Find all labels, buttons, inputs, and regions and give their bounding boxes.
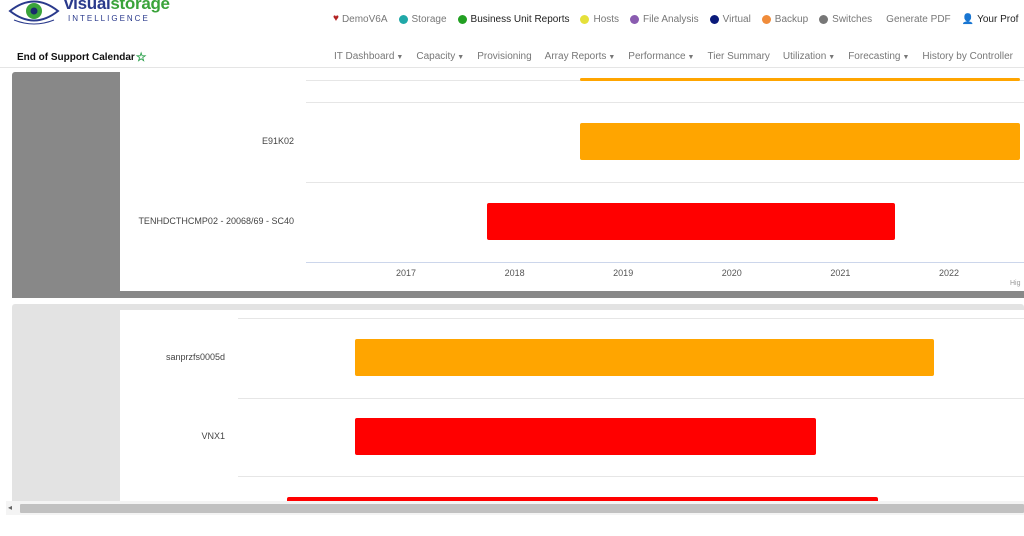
favorite-star-icon[interactable]: ☆ bbox=[135, 50, 147, 64]
scroll-left-arrow-icon[interactable]: ◂ bbox=[8, 503, 13, 512]
menu-label: IT Dashboard bbox=[334, 51, 395, 62]
row-label: E91K02 bbox=[261, 136, 294, 146]
nav-item-hosts[interactable]: Hosts bbox=[580, 14, 619, 25]
menu-capacity[interactable]: Capacity ▼ bbox=[416, 51, 464, 62]
nav-item-label: File Analysis bbox=[643, 13, 699, 25]
gantt-bar[interactable] bbox=[354, 339, 934, 376]
panel-1-bottom-border bbox=[12, 291, 1024, 298]
row-label: VNX1 bbox=[201, 431, 225, 441]
status-dot-icon bbox=[761, 14, 771, 24]
menu-utilization[interactable]: Utilization ▼ bbox=[783, 51, 835, 62]
caret-down-icon: ▼ bbox=[828, 54, 836, 61]
menu-history-by-controller[interactable]: History by Controller bbox=[922, 51, 1013, 62]
logo-title: visualstorage bbox=[64, 0, 170, 13]
menu-label: Forecasting bbox=[848, 51, 901, 62]
x-tick-label: 2022 bbox=[938, 268, 960, 278]
menu-performance[interactable]: Performance ▼ bbox=[628, 51, 694, 62]
eye-logo-icon bbox=[8, 0, 60, 25]
status-dot-icon bbox=[630, 14, 640, 24]
x-tick-label: 2018 bbox=[504, 268, 525, 278]
x-tick-label: 2020 bbox=[721, 268, 742, 278]
grid-line bbox=[238, 476, 1024, 477]
status-dot-icon bbox=[580, 14, 590, 24]
gantt-bar[interactable] bbox=[579, 123, 1020, 160]
menu-label: Utilization bbox=[782, 51, 827, 62]
main-navigation: ♥ DemoV6A Storage Business Unit Reports Host… bbox=[333, 12, 1024, 26]
status-dot-icon bbox=[709, 14, 719, 24]
row-label: TENHDCTHCMP02 - 20068/69 - SC40 bbox=[138, 216, 294, 226]
grid-line bbox=[306, 182, 1024, 183]
gantt-chart-1: E91K02 TENHDCTHCMP02 - 20068/69 - SC40 201… bbox=[120, 72, 1024, 291]
nav-item-label: Virtual bbox=[722, 13, 751, 25]
clipped-bar bbox=[579, 78, 1020, 81]
nav-item-virtual[interactable]: Virtual bbox=[709, 13, 751, 25]
chart-panel-1: E91K02 TENHDCTHCMP02 - 20068/69 - SC40 201… bbox=[12, 72, 1024, 298]
gantt-chart-2: sanprzfs0005d VNX1 bbox=[120, 310, 1024, 506]
status-dot-icon bbox=[819, 14, 829, 24]
nav-item-backup[interactable]: Backup bbox=[761, 13, 809, 25]
nav-item-label: DemoV6A bbox=[341, 13, 388, 25]
page-title: End of Support Calendar ☆ bbox=[17, 50, 147, 64]
x-axis-line bbox=[306, 262, 1024, 263]
nav-item-label: Storage bbox=[411, 13, 447, 25]
gantt-bar[interactable] bbox=[354, 418, 817, 455]
horizontal-scrollbar[interactable]: ◂ bbox=[6, 501, 1024, 515]
row-label: sanprzfs0005d bbox=[165, 352, 225, 362]
scrollbar-thumb[interactable] bbox=[20, 504, 1024, 513]
nav-item-storage[interactable]: Storage bbox=[398, 13, 447, 25]
heart-icon: ♥ bbox=[333, 13, 339, 24]
secondary-navbar: End of Support Calendar ☆ IT Dashboard ▼ Ca… bbox=[0, 44, 1024, 68]
menu-label: Tier Summary bbox=[707, 51, 770, 62]
menu-tier-summary[interactable]: Tier Summary bbox=[707, 51, 769, 62]
logo[interactable]: visualstorage INTELLIGENCE bbox=[4, 0, 174, 28]
grid-line bbox=[238, 318, 1024, 319]
gantt-bar[interactable] bbox=[487, 203, 895, 240]
report-menu: IT Dashboard ▼ Capacity ▼ Provisioning Array … bbox=[334, 51, 1024, 62]
nav-item-switches[interactable]: Switches bbox=[819, 14, 872, 25]
x-tick-label: 2019 bbox=[613, 268, 634, 278]
menu-array-reports[interactable]: Array Reports ▼ bbox=[545, 51, 616, 62]
nav-item-business-unit-reports[interactable]: Business Unit Reports bbox=[457, 13, 570, 25]
x-tick-label: 2017 bbox=[395, 268, 417, 278]
nav-item-demov6a[interactable]: ♥ DemoV6A bbox=[333, 14, 388, 25]
menu-label: History by Controller bbox=[922, 51, 1013, 62]
profile-label: Your Prof bbox=[977, 13, 1019, 25]
caret-down-icon: ▼ bbox=[457, 54, 465, 61]
nav-item-label: Backup bbox=[774, 13, 809, 25]
generate-pdf-button[interactable]: Generate PDF bbox=[886, 13, 951, 25]
chart-credit[interactable]: Hig bbox=[1010, 280, 1021, 287]
grid-line bbox=[306, 102, 1024, 103]
caret-down-icon: ▼ bbox=[396, 54, 404, 61]
status-dot-icon bbox=[398, 14, 408, 24]
menu-provisioning[interactable]: Provisioning bbox=[477, 51, 531, 62]
caret-down-icon: ▼ bbox=[902, 54, 910, 61]
menu-label: Provisioning bbox=[477, 51, 532, 62]
caret-down-icon: ▼ bbox=[608, 54, 616, 61]
grid-line bbox=[238, 398, 1024, 399]
x-tick-label: 2021 bbox=[830, 268, 851, 278]
menu-forecasting[interactable]: Forecasting ▼ bbox=[848, 51, 909, 62]
status-dot-icon bbox=[457, 14, 467, 24]
chart-panel-2: sanprzfs0005d VNX1 bbox=[12, 304, 1024, 514]
top-navbar: visualstorage INTELLIGENCE ♥ DemoV6A Stora… bbox=[0, 0, 1024, 42]
caret-down-icon: ▼ bbox=[687, 54, 695, 61]
nav-item-label: Business Unit Reports bbox=[470, 13, 570, 25]
menu-it-dashboard[interactable]: IT Dashboard ▼ bbox=[334, 51, 403, 62]
nav-item-label: Switches bbox=[832, 13, 873, 25]
logo-subtitle: INTELLIGENCE bbox=[68, 14, 150, 23]
profile-menu[interactable]: 👤 Your Prof bbox=[962, 14, 1019, 25]
nav-item-label: Hosts bbox=[593, 13, 620, 25]
menu-label: Array Reports bbox=[544, 51, 607, 62]
menu-label: Performance bbox=[628, 51, 686, 62]
menu-label: Capacity bbox=[416, 51, 456, 62]
user-icon: 👤 bbox=[961, 13, 975, 25]
nav-item-file-analysis[interactable]: File Analysis bbox=[630, 14, 699, 25]
